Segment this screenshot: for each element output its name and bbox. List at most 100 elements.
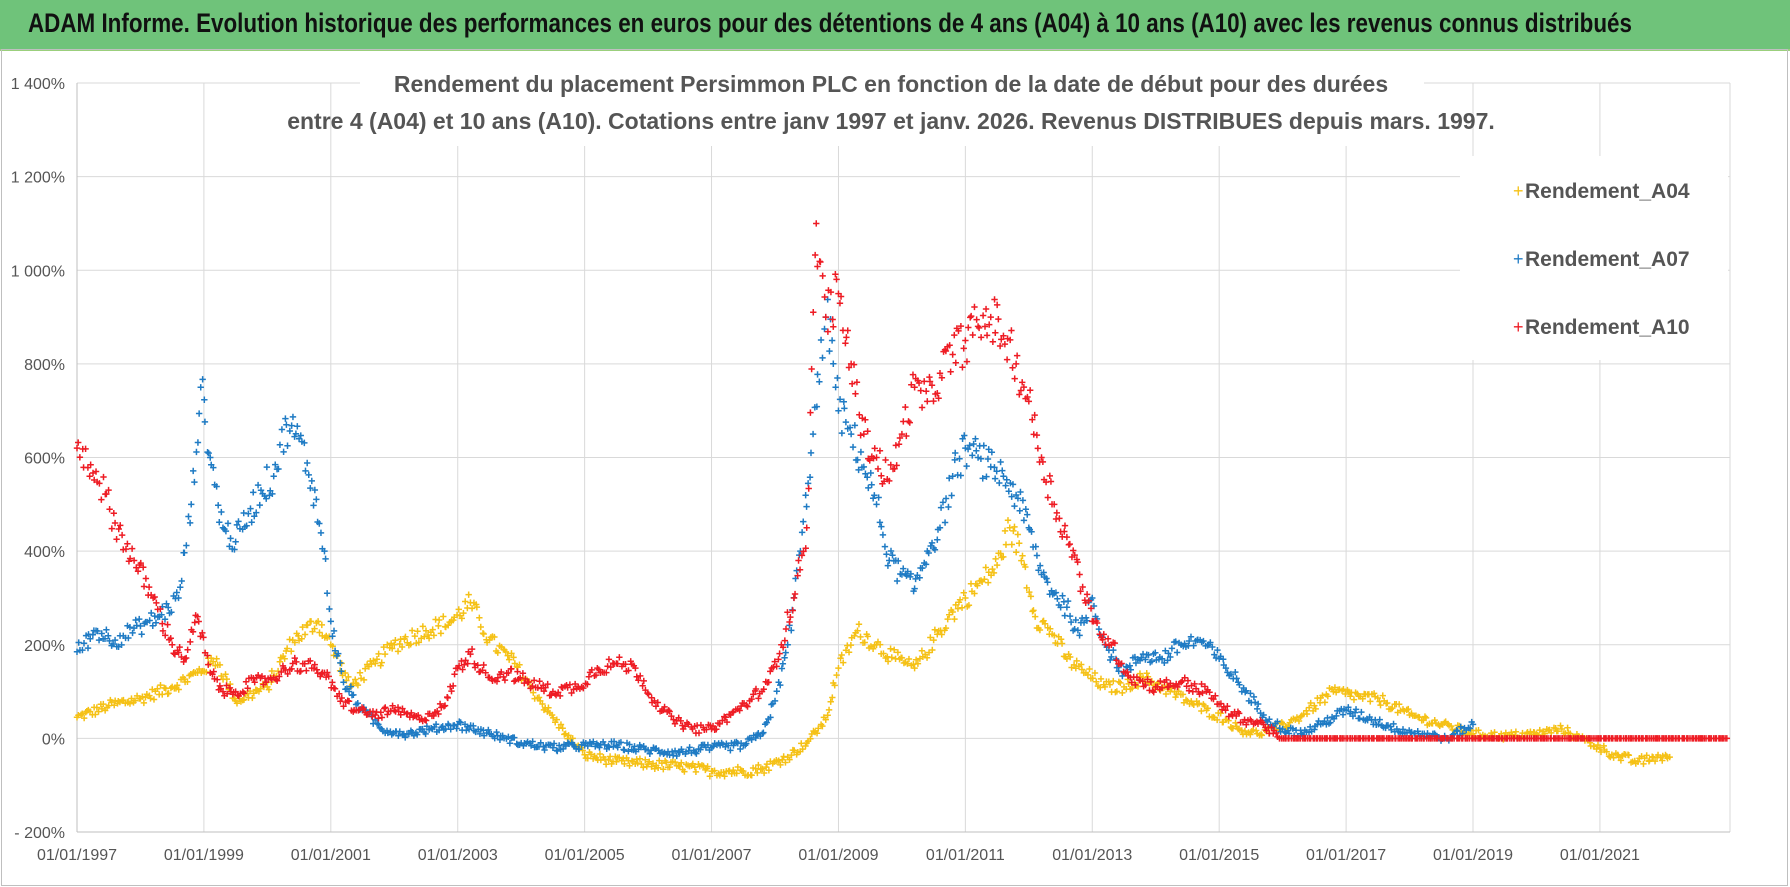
- data-point: [886, 477, 893, 485]
- data-point: [1615, 753, 1623, 761]
- data-point: [1243, 721, 1250, 728]
- data-point: [908, 381, 915, 388]
- data-point: [557, 721, 565, 728]
- data-point: [1390, 720, 1397, 728]
- data-point: [887, 645, 894, 652]
- data-point: [304, 621, 311, 629]
- data-point: [539, 700, 546, 708]
- data-point: [98, 630, 105, 637]
- data-point: [957, 322, 965, 330]
- data-point: [180, 658, 187, 666]
- data-point: [969, 452, 976, 459]
- data-point: [730, 742, 737, 749]
- data-point: [781, 637, 789, 644]
- data-point: [1158, 684, 1166, 692]
- data-point: [381, 650, 389, 658]
- data-point: [949, 473, 956, 480]
- data-point: [991, 475, 999, 482]
- data-point: [1321, 699, 1329, 706]
- data-point: [530, 677, 538, 684]
- data-point: [911, 384, 918, 391]
- data-point: [1067, 618, 1075, 626]
- data-point: [1083, 591, 1091, 598]
- data-point: [289, 413, 297, 421]
- data-point: [879, 531, 887, 539]
- data-point: [870, 455, 877, 462]
- data-point: [132, 616, 139, 624]
- data-point: [636, 755, 644, 762]
- data-point: [1454, 727, 1461, 735]
- data-point: [257, 685, 264, 692]
- data-point: [399, 705, 406, 712]
- data-point: [744, 703, 751, 710]
- data-point: [869, 645, 877, 652]
- data-point: [322, 555, 329, 563]
- data-point: [433, 707, 441, 715]
- data-point: [832, 271, 839, 278]
- data-point: [721, 773, 728, 780]
- data-point: [642, 756, 649, 763]
- data-point: [147, 695, 154, 702]
- data-point: [79, 710, 86, 717]
- data-point: [945, 503, 952, 511]
- data-point: [278, 426, 286, 433]
- data-point: [949, 608, 956, 616]
- data-point: [324, 669, 331, 676]
- data-point: [1005, 488, 1012, 495]
- data-point: [282, 415, 289, 422]
- data-point: [330, 627, 338, 635]
- data-point: [1132, 681, 1139, 689]
- data-point: [402, 734, 409, 741]
- data-point: [952, 359, 959, 366]
- data-point: [1057, 604, 1064, 611]
- data-point: [1303, 710, 1311, 718]
- data-point: [587, 751, 595, 758]
- data-point: [188, 501, 195, 508]
- data-point: [884, 562, 892, 569]
- data-point: [974, 323, 982, 330]
- data-point: [391, 707, 398, 714]
- data-point: [1035, 567, 1042, 574]
- data-point: [254, 481, 262, 489]
- data-point: [1217, 710, 1224, 717]
- data-point: [729, 709, 736, 716]
- data-point: [1076, 632, 1083, 639]
- data-point: [423, 723, 431, 730]
- data-point: [1597, 748, 1605, 756]
- data-point: [949, 351, 956, 358]
- data-point: [305, 471, 312, 479]
- data-point: [640, 677, 647, 685]
- data-point: [1295, 717, 1303, 725]
- data-point: [1152, 649, 1159, 656]
- data-point: [329, 643, 336, 650]
- data-point: [1181, 674, 1188, 681]
- data-point: [716, 720, 723, 728]
- data-point: [422, 730, 429, 738]
- data-point: [1052, 589, 1060, 596]
- data-point: [893, 577, 901, 585]
- data-point: [874, 465, 882, 473]
- data-point: [232, 688, 239, 695]
- data-point: [203, 668, 210, 676]
- data-point: [982, 305, 990, 313]
- data-point: [697, 746, 704, 753]
- data-point: [421, 633, 428, 640]
- data-point: [94, 627, 101, 635]
- data-point: [1066, 653, 1074, 661]
- data-point: [790, 594, 798, 602]
- data-point: [1051, 632, 1058, 639]
- data-point: [934, 536, 941, 543]
- data-point: [455, 606, 462, 613]
- data-point: [109, 640, 117, 648]
- data-point: [1057, 636, 1065, 643]
- data-point: [988, 449, 996, 456]
- data-point: [1266, 716, 1273, 723]
- data-point: [948, 492, 955, 499]
- data-point: [972, 435, 979, 443]
- data-point: [847, 430, 855, 438]
- data-point: [408, 627, 416, 634]
- data-point: [413, 731, 421, 738]
- data-point: [197, 384, 204, 391]
- data-point: [450, 616, 457, 624]
